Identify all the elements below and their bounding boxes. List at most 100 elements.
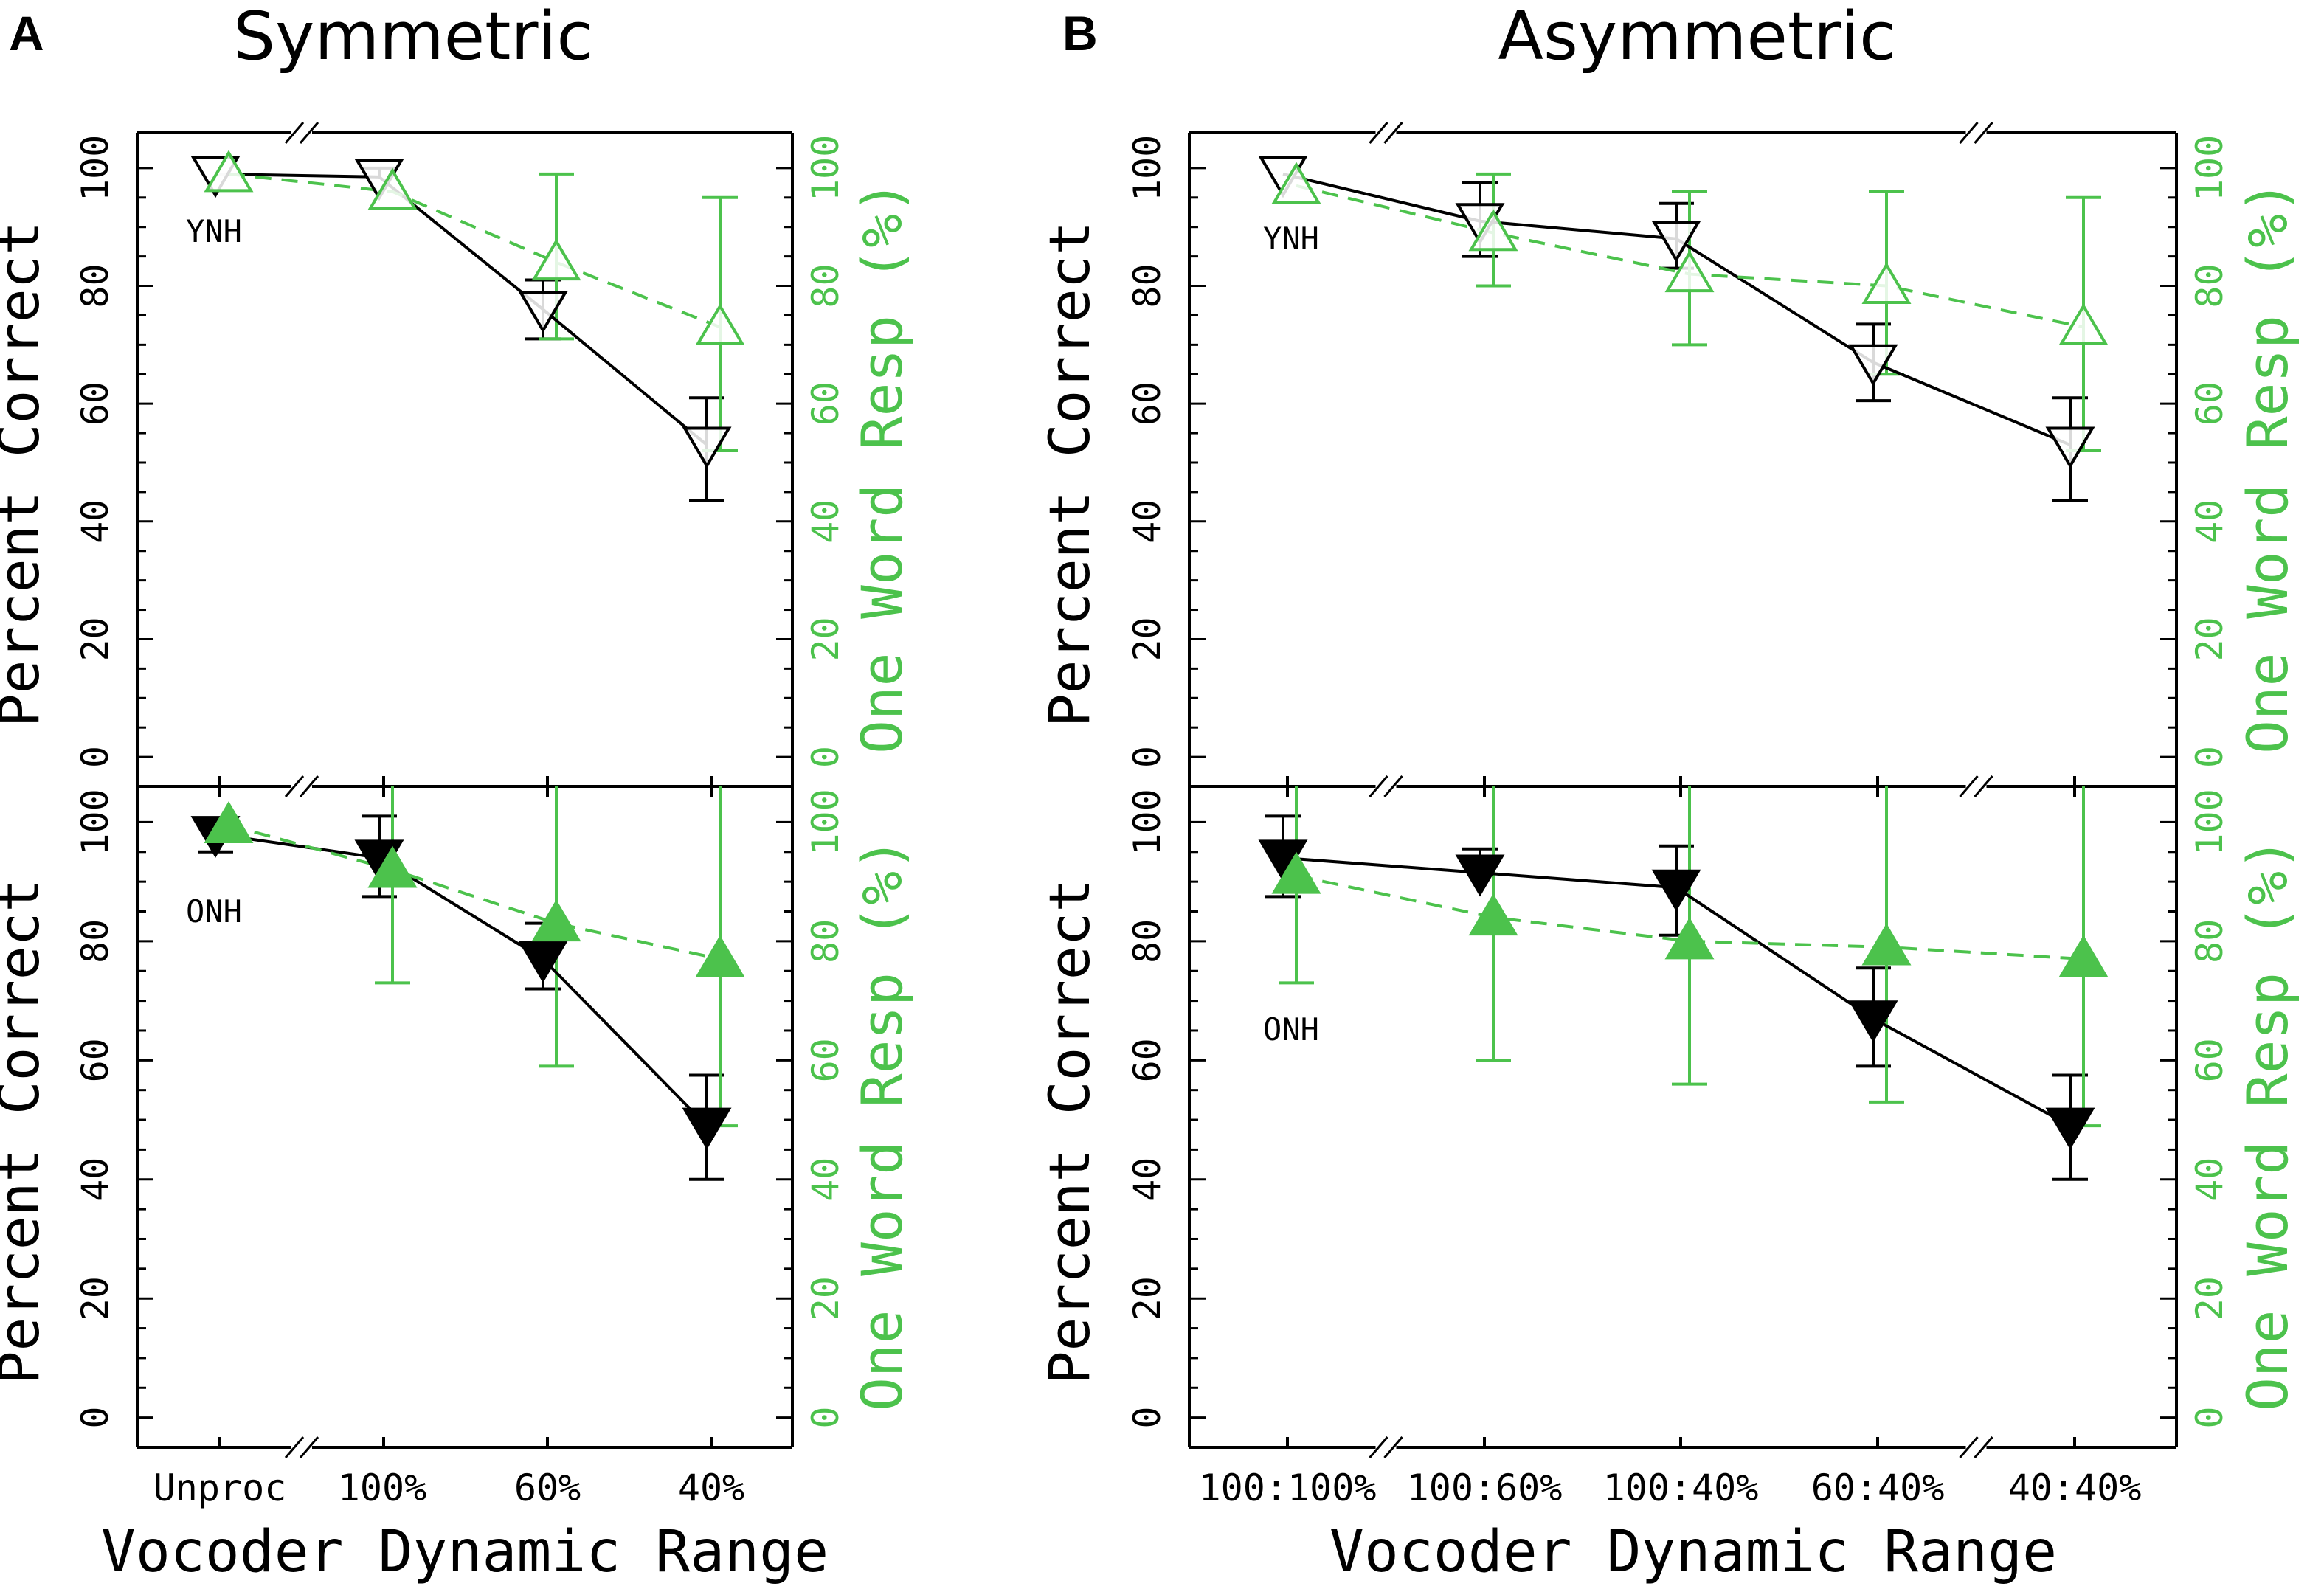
owr-marker-up-triangle — [1468, 209, 1518, 252]
x-tick-label: 60:40% — [1811, 1467, 1945, 1509]
owr-marker-up-triangle — [1271, 851, 1321, 894]
axis-break-mark — [299, 1436, 319, 1458]
axis-break-mark — [1369, 1436, 1388, 1458]
y-tick-label-right: 20 — [2188, 617, 2231, 661]
y-tick-label-left: 20 — [74, 617, 117, 661]
y-tick-label-left: 60 — [74, 1038, 117, 1082]
x-axis-title: Vocoder Dynamic Range — [1329, 1519, 2057, 1585]
y-tick-label-left: 80 — [74, 919, 117, 963]
owr-marker-up-triangle — [204, 801, 254, 843]
x-tick-label: 100:100% — [1199, 1467, 1377, 1509]
y-tick-label-right: 20 — [804, 1276, 847, 1320]
axis-break-mark — [1383, 122, 1403, 144]
y-tick-label-right: 40 — [804, 1157, 847, 1202]
subplot-ynh: 0 0 20 20 40 40 60 60 80 80 100 100 Percent Correct O… — [1037, 135, 2300, 768]
y-tick-label-right: 60 — [2188, 1038, 2231, 1082]
axis-break-gap — [1375, 1444, 1397, 1450]
axis-break-gap — [291, 1444, 312, 1450]
y-tick-label-left: 20 — [74, 1276, 117, 1320]
y-axis-title-right: One Word Resp (%) — [2235, 180, 2300, 754]
y-tick-label-right: 0 — [804, 1407, 847, 1429]
owr-marker-up-triangle — [1664, 917, 1715, 960]
y-tick-label-left: 0 — [74, 1407, 117, 1429]
y-tick-label-right: 60 — [804, 381, 847, 426]
group-label: ONH — [186, 893, 242, 929]
panel-title: Asymmetric — [1498, 0, 1895, 75]
axis-break-mark — [1369, 122, 1388, 144]
y-tick-label-right: 100 — [2188, 789, 2231, 855]
y-tick-label-left: 0 — [1126, 1407, 1169, 1429]
axis-break-mark — [284, 1436, 305, 1458]
y-axis-title-left: Percent Correct — [0, 879, 52, 1385]
y-tick-label-right: 80 — [2188, 263, 2231, 308]
axis-break-mark — [1959, 122, 1979, 144]
axis-break-mark — [299, 775, 319, 797]
y-tick-label-left: 100 — [74, 789, 117, 855]
subplot-onh: 0 0 20 20 40 40 60 60 80 80 100 100 Percent Correct O… — [1037, 786, 2300, 1429]
pc-marker-down-triangle — [518, 291, 568, 333]
owr-marker-up-triangle — [531, 899, 581, 942]
y-tick-label-right: 80 — [804, 263, 847, 308]
pc-series-line — [215, 172, 708, 446]
y-axis-title-left: Percent Correct — [1037, 879, 1102, 1385]
y-tick-label-left: 40 — [1126, 499, 1169, 544]
group-label: YNH — [186, 213, 242, 249]
y-tick-label-right: 100 — [804, 135, 847, 201]
owr-marker-up-triangle — [695, 302, 745, 345]
group-label: ONH — [1263, 1011, 1319, 1048]
y-tick-label-left: 40 — [1126, 1157, 1169, 1202]
panel-letter: A — [9, 6, 44, 60]
pc-marker-down-triangle — [518, 941, 568, 983]
axis-break-mark — [1959, 775, 1979, 797]
axis-break-mark — [284, 122, 305, 144]
owr-series-line — [228, 823, 721, 961]
pc-marker-down-triangle — [682, 426, 732, 469]
y-tick-label-right: 40 — [2188, 499, 2231, 544]
y-tick-label-left: 20 — [1126, 617, 1169, 661]
y-tick-label-left: 40 — [74, 499, 117, 544]
subplot-onh: 0 0 20 20 40 40 60 60 80 80 100 100 Percent Correct O… — [0, 786, 915, 1429]
x-tick-label: 100:60% — [1407, 1467, 1563, 1509]
x-tick-label: 100:40% — [1603, 1467, 1759, 1509]
pc-marker-down-triangle — [2045, 1107, 2095, 1150]
panel-title: Symmetric — [233, 0, 593, 75]
owr-marker-up-triangle — [2058, 935, 2109, 977]
x-tick-label: 40:40% — [2008, 1467, 2142, 1509]
axis-break-mark — [1369, 775, 1388, 797]
y-tick-label-right: 20 — [804, 617, 847, 661]
owr-marker-up-triangle — [367, 845, 418, 888]
owr-marker-up-triangle — [1861, 262, 1912, 305]
x-tick-label: 40% — [678, 1467, 744, 1509]
axis-break-mark — [1959, 1436, 1979, 1458]
y-tick-label-left: 60 — [1126, 1038, 1169, 1082]
y-tick-label-right: 20 — [2188, 1276, 2231, 1320]
y-axis-title-right: One Word Resp (%) — [849, 180, 915, 754]
pc-marker-down-triangle — [1455, 854, 1505, 897]
y-tick-label-right: 80 — [2188, 919, 2231, 963]
owr-marker-up-triangle — [695, 935, 745, 977]
owr-marker-up-triangle — [204, 150, 254, 193]
pc-marker-down-triangle — [2045, 426, 2095, 469]
pc-marker-down-triangle — [1651, 869, 1701, 912]
pc-marker-down-triangle — [1848, 1000, 1898, 1043]
pc-marker-down-triangle — [1651, 221, 1701, 263]
pc-marker-down-triangle — [1848, 344, 1898, 387]
axis-break-mark — [1974, 775, 1993, 797]
owr-marker-up-triangle — [1468, 893, 1518, 936]
owr-marker-up-triangle — [531, 238, 581, 281]
panel-b: B Asymmetric 100:100% 100:60% 100:40% 60:40% 4… — [1037, 0, 2300, 1585]
y-tick-label-right: 60 — [2188, 381, 2231, 426]
owr-marker-up-triangle — [1861, 923, 1912, 966]
x-tick-label: Unproc — [153, 1467, 287, 1509]
owr-series-line — [228, 172, 721, 329]
owr-marker-up-triangle — [1271, 162, 1321, 204]
y-tick-label-right: 80 — [804, 919, 847, 963]
subplot-ynh: 0 0 20 20 40 40 60 60 80 80 100 100 Percent Correct O… — [0, 135, 915, 768]
y-tick-label-left: 20 — [1126, 1276, 1169, 1320]
owr-marker-up-triangle — [367, 167, 418, 210]
panel-a: A Symmetric Unproc 100% 60% 40% Vocoder Dynami… — [0, 0, 915, 1585]
pc-series-line — [215, 832, 708, 1127]
y-tick-label-left: 80 — [1126, 919, 1169, 963]
x-axis-title: Vocoder Dynamic Range — [101, 1519, 829, 1585]
